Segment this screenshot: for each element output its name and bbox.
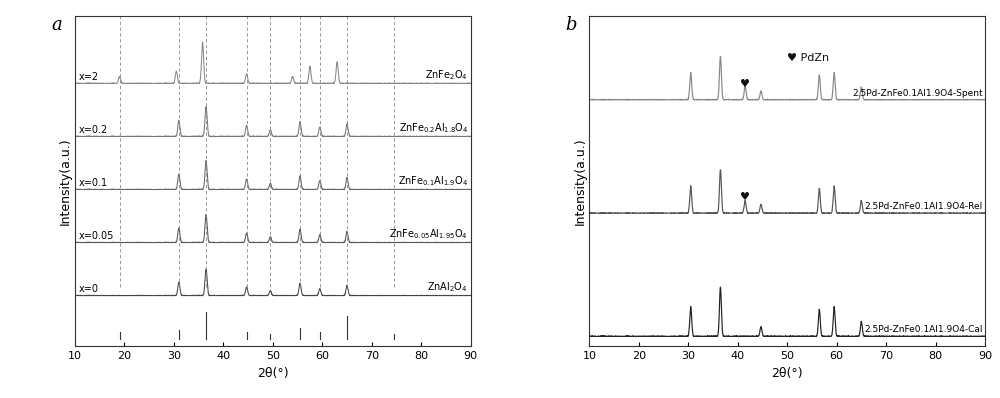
Text: ZnAl$_2$O$_4$: ZnAl$_2$O$_4$ xyxy=(427,280,468,294)
Text: a: a xyxy=(51,16,62,34)
X-axis label: 2θ(°): 2θ(°) xyxy=(257,367,289,380)
Text: ZnFe$_{0.05}$Al$_{1.95}$O$_4$: ZnFe$_{0.05}$Al$_{1.95}$O$_4$ xyxy=(389,227,468,241)
Text: x=0.05: x=0.05 xyxy=(79,231,114,241)
Text: ZnFe$_{0.1}$Al$_{1.9}$O$_4$: ZnFe$_{0.1}$Al$_{1.9}$O$_4$ xyxy=(398,174,468,187)
Text: 2.5Pd-ZnFe0.1Al1.9O4-Spent: 2.5Pd-ZnFe0.1Al1.9O4-Spent xyxy=(852,89,983,98)
Text: x=0.1: x=0.1 xyxy=(79,178,108,187)
Text: x=0.2: x=0.2 xyxy=(79,125,108,135)
Y-axis label: Intensity(a.u.): Intensity(a.u.) xyxy=(574,137,587,225)
Text: ♥: ♥ xyxy=(740,79,750,89)
X-axis label: 2θ(°): 2θ(°) xyxy=(771,367,803,380)
Text: b: b xyxy=(566,16,577,34)
Text: x=0: x=0 xyxy=(79,284,99,294)
Y-axis label: Intensity(a.u.): Intensity(a.u.) xyxy=(59,137,72,225)
Text: x=2: x=2 xyxy=(79,72,99,82)
Text: ♥ PdZn: ♥ PdZn xyxy=(787,53,829,63)
Text: ZnFe$_{0.2}$Al$_{1.8}$O$_4$: ZnFe$_{0.2}$Al$_{1.8}$O$_4$ xyxy=(399,121,468,135)
Text: ZnFe$_2$O$_4$: ZnFe$_2$O$_4$ xyxy=(425,68,468,82)
Text: ♥: ♥ xyxy=(740,192,750,202)
Text: 2.5Pd-ZnFe0.1Al1.9O4-Rel: 2.5Pd-ZnFe0.1Al1.9O4-Rel xyxy=(864,202,983,211)
Text: 2.5Pd-ZnFe0.1Al1.9O4-Cal: 2.5Pd-ZnFe0.1Al1.9O4-Cal xyxy=(864,326,983,334)
